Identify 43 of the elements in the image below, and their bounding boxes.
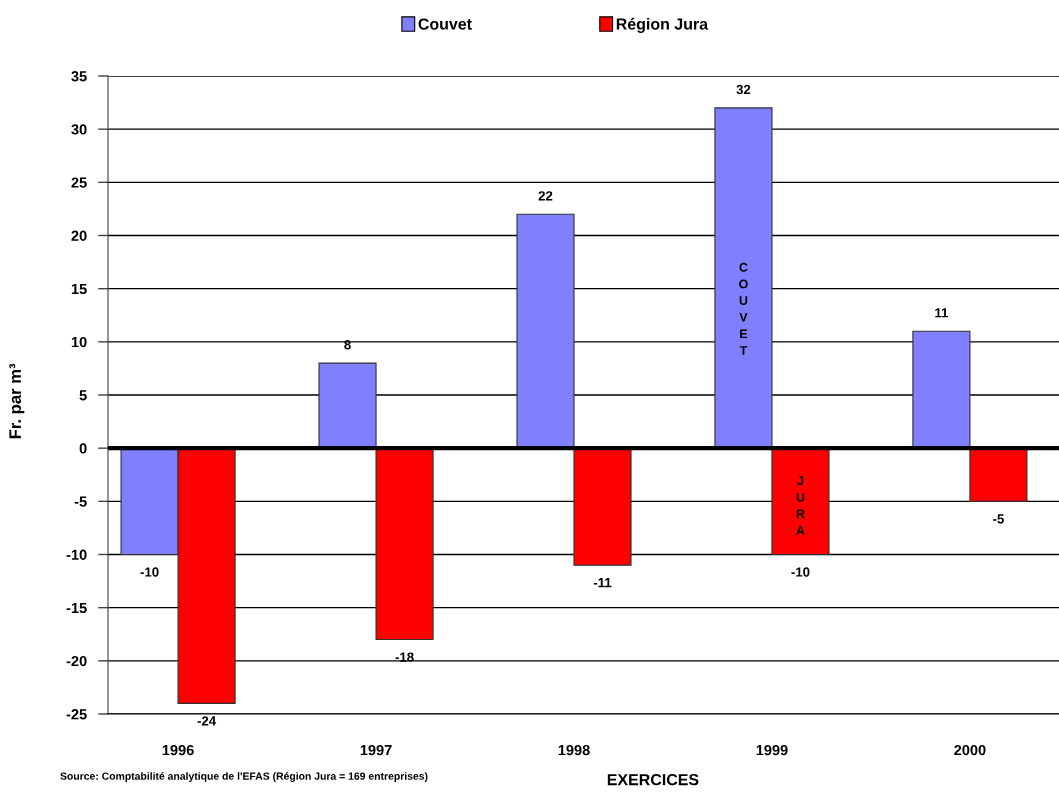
legend-label: Région Jura: [616, 17, 709, 33]
y-tick-label: -15: [66, 602, 87, 614]
data-label: -5: [993, 514, 1004, 524]
y-tick-label: 15: [71, 283, 87, 295]
y-tick-label: 25: [71, 177, 87, 188]
x-tick-label: 1997: [360, 744, 392, 756]
y-axis-title: Fr. par m³: [9, 363, 25, 439]
x-tick-label: 1996: [162, 744, 194, 756]
data-label: 32: [736, 84, 751, 95]
y-tick-label: 20: [71, 230, 87, 241]
y-tick-label: 5: [79, 390, 87, 401]
data-label: -11: [593, 578, 612, 588]
data-label: -24: [197, 716, 217, 726]
legend-label: Couvet: [418, 18, 472, 30]
y-tick-label: 0: [79, 443, 87, 454]
data-label: 11: [935, 308, 949, 318]
bar: [375, 447, 434, 641]
y-tick-label: 35: [71, 71, 87, 82]
y-tick-label: -10: [66, 549, 87, 560]
bar: [969, 447, 1028, 502]
data-label: 8: [344, 340, 351, 350]
source-note: Source: Comptabilité analytique de l'EFAS (Région Jura = 169 entreprises): [60, 772, 428, 782]
bar: [516, 213, 575, 449]
bar: [771, 447, 830, 556]
annotation: COUVET: [739, 262, 748, 355]
y-tick-label: -5: [74, 496, 87, 507]
bar: [573, 447, 632, 566]
data-label: -18: [395, 652, 414, 662]
x-tick-label: 1999: [756, 744, 788, 756]
data-label: -10: [140, 567, 159, 577]
x-tick-label: 2000: [954, 744, 986, 756]
bar: [912, 330, 971, 449]
x-axis-title: EXERCICES: [607, 773, 699, 786]
annotation: JURA: [796, 476, 805, 535]
data-label: -10: [791, 567, 810, 577]
y-tick-label: 10: [71, 336, 87, 348]
data-label: 22: [538, 191, 553, 201]
y-tick-label: -25: [66, 709, 87, 720]
y-tick-label: -20: [66, 655, 87, 667]
y-tick-label: 30: [71, 124, 87, 135]
x-tick-label: 1998: [558, 744, 590, 756]
bar: [318, 362, 377, 449]
bar: [714, 107, 773, 449]
